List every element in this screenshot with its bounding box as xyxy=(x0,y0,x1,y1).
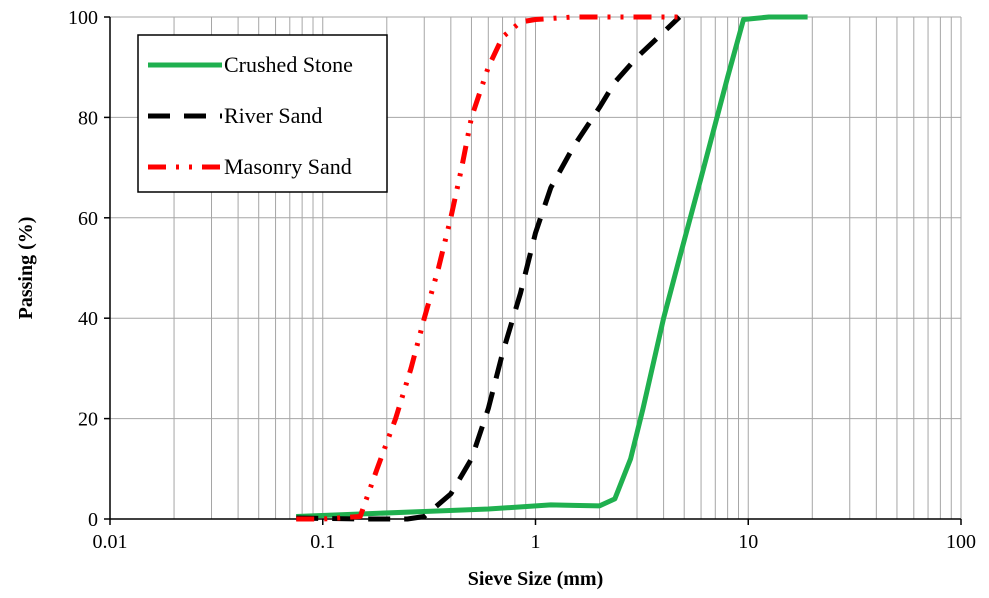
legend-label: Crushed Stone xyxy=(224,52,353,77)
y-axis-title: Passing (%) xyxy=(15,217,37,320)
x-tick-label: 100 xyxy=(946,531,976,553)
y-tick-label: 0 xyxy=(88,509,98,531)
legend: Crushed Stone River Sand Masonry Sand xyxy=(137,34,388,193)
x-axis-title: Sieve Size (mm) xyxy=(468,568,604,590)
y-tick-label: 40 xyxy=(78,308,98,330)
legend-label: Masonry Sand xyxy=(224,154,352,179)
x-tick-label: 10 xyxy=(738,531,758,553)
series-line-masonry-sand xyxy=(296,14,680,522)
x-tick-label: 1 xyxy=(531,531,541,553)
legend-label: River Sand xyxy=(224,103,322,128)
legend-box xyxy=(137,34,388,193)
series-line-crushed-stone xyxy=(296,14,808,519)
x-tick-label: 0.1 xyxy=(310,531,335,553)
series-line-river-sand xyxy=(296,15,682,522)
series-lines xyxy=(296,14,808,522)
y-tick-label: 60 xyxy=(78,208,98,230)
x-tick-label: 0.01 xyxy=(93,531,128,553)
y-tick-label: 100 xyxy=(68,7,98,29)
y-tick-label: 20 xyxy=(78,409,98,431)
axes: 0 20 40 60 80 100 0.01 0.1 1 10 100 xyxy=(68,7,976,553)
y-tick-label: 80 xyxy=(78,107,98,129)
